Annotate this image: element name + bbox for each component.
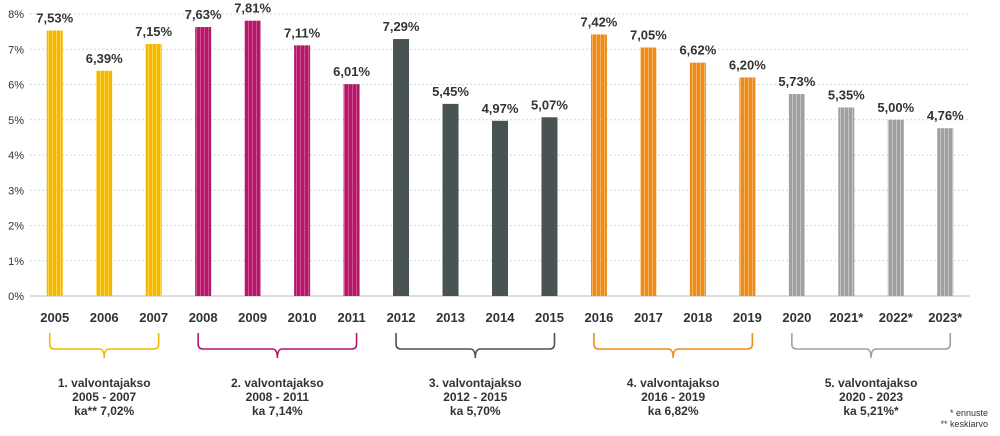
data-label: 5,35%	[828, 87, 865, 102]
bar	[393, 39, 410, 297]
y-axis: 0% 1% 2% 3% 4% 5% 6% 7% 8%	[8, 9, 24, 303]
period-label: 2005 - 2007	[72, 390, 136, 404]
data-labels: 7,53% 6,39% 7,15% 7,63% 7,81% 7,11% 6,01% 7,29%…	[36, 1, 964, 124]
bar	[838, 107, 855, 296]
bar	[46, 30, 63, 296]
period-label: 2020 - 2023	[839, 390, 903, 404]
data-label: 7,53%	[36, 11, 73, 26]
period-bracket	[395, 333, 556, 359]
period-label: 5. valvontajakso	[825, 376, 918, 390]
data-label: 7,42%	[581, 14, 618, 29]
data-label: 6,20%	[729, 57, 766, 72]
x-tick-label: 2021*	[829, 310, 864, 325]
x-tick-label: 2012	[387, 310, 416, 325]
data-label: 7,05%	[630, 27, 667, 42]
data-label: 7,81%	[234, 1, 271, 16]
x-tick-label: 2020	[782, 310, 811, 325]
x-tick-label: 2019	[733, 310, 762, 325]
data-label: 5,45%	[432, 84, 469, 99]
bar	[541, 117, 558, 296]
bars	[46, 20, 954, 297]
period-label: 3. valvontajakso	[429, 376, 522, 390]
period-label: 2012 - 2015	[443, 390, 507, 404]
y-tick-label: 6%	[8, 80, 24, 92]
x-tick-label: 2013	[436, 310, 465, 325]
data-label: 6,39%	[86, 51, 123, 66]
bar	[590, 34, 607, 296]
period-label: ka 6,82%	[648, 404, 699, 418]
data-label: 6,62%	[679, 43, 716, 58]
x-tick-label: 2011	[337, 310, 365, 325]
period-label: ka** 7,02%	[74, 404, 134, 418]
period-label: 4. valvontajakso	[627, 376, 720, 390]
x-tick-label: 2005	[40, 310, 69, 325]
data-label: 5,73%	[778, 74, 815, 89]
data-label: 7,63%	[185, 7, 222, 22]
x-tick-label: 2018	[683, 310, 712, 325]
x-tick-label: 2006	[90, 310, 119, 325]
y-tick-label: 0%	[8, 291, 24, 303]
y-tick-label: 8%	[8, 9, 24, 21]
bar	[145, 43, 162, 297]
data-label: 4,97%	[482, 101, 519, 116]
period-label: 2. valvontajakso	[231, 376, 324, 390]
period-bracket	[197, 333, 358, 359]
x-tick-label: 2014	[486, 310, 516, 325]
footnote-forecast: * ennuste	[949, 408, 988, 418]
bar	[244, 20, 261, 296]
bar	[937, 128, 954, 296]
period-bracket	[593, 333, 754, 359]
period-label: 2016 - 2019	[641, 390, 705, 404]
period-label: ka 7,14%	[252, 404, 303, 418]
x-tick-label: 2007	[139, 310, 168, 325]
data-label: 5,00%	[877, 100, 914, 115]
data-label: 7,15%	[135, 24, 172, 39]
bar	[343, 84, 360, 297]
y-tick-label: 1%	[8, 256, 24, 268]
bar	[887, 119, 904, 296]
data-label: 7,11%	[284, 25, 321, 40]
bar	[492, 120, 508, 297]
period-label: ka 5,70%	[450, 404, 501, 418]
x-tick-label: 2023*	[928, 310, 963, 325]
footnote-average: ** keskiarvo	[940, 419, 988, 429]
data-label: 4,76%	[927, 108, 964, 123]
y-tick-label: 2%	[8, 221, 24, 233]
bar	[195, 27, 212, 296]
y-tick-label: 4%	[8, 150, 24, 162]
bar	[96, 70, 113, 296]
bar	[689, 62, 706, 296]
x-tick-label: 2017	[634, 310, 663, 325]
period-bracket	[791, 333, 952, 359]
x-tick-label: 2022*	[879, 310, 914, 325]
bar	[294, 45, 311, 297]
x-tick-label: 2008	[189, 310, 218, 325]
bar	[788, 94, 805, 296]
x-tick-label: 2016	[584, 310, 613, 325]
period-label: ka 5,21%*	[843, 404, 899, 418]
x-axis: 2005 2006 2007 2008 2009 2010 2011 2012 2013 2014…	[40, 310, 963, 325]
x-tick-label: 2009	[238, 310, 267, 325]
period-bracket	[48, 333, 160, 359]
data-label: 6,01%	[333, 64, 370, 79]
period-label: 2008 - 2011	[246, 390, 310, 404]
x-tick-label: 2015	[535, 310, 564, 325]
y-tick-label: 7%	[8, 44, 24, 56]
bar	[442, 103, 459, 296]
y-tick-label: 3%	[8, 185, 24, 197]
x-tick-label: 2010	[288, 310, 317, 325]
data-label: 5,07%	[531, 97, 568, 112]
data-label: 7,29%	[383, 19, 420, 34]
y-tick-label: 5%	[8, 115, 24, 127]
period-label: 1. valvontajakso	[58, 376, 151, 390]
bar	[739, 77, 756, 296]
bar	[640, 47, 657, 296]
